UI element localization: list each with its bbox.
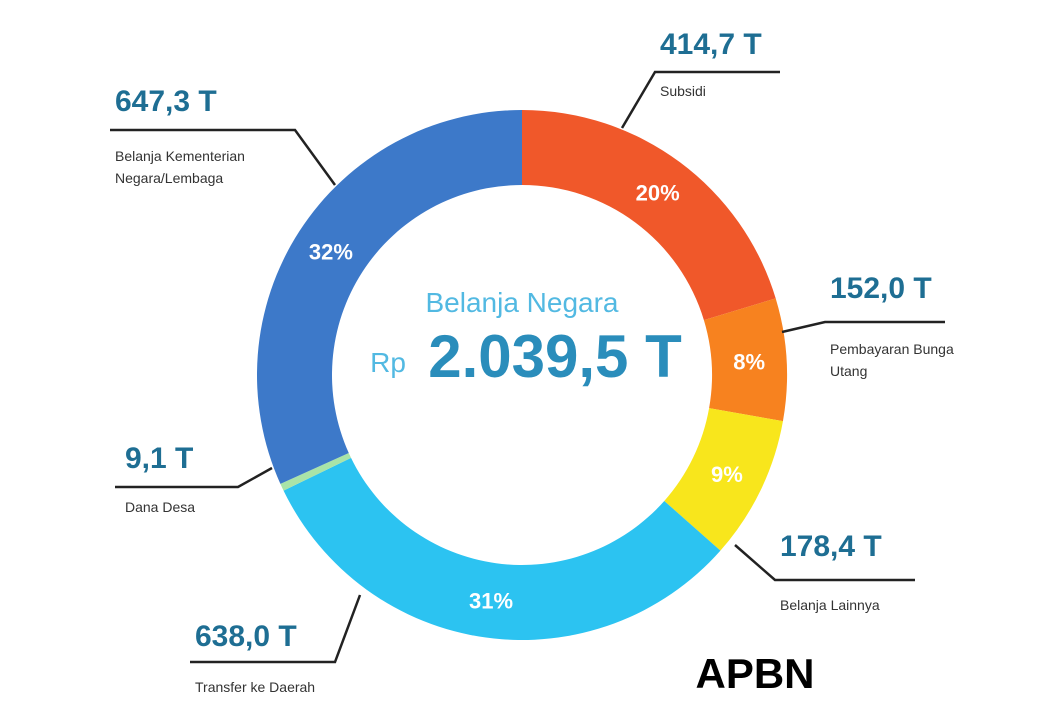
leader-line xyxy=(781,320,945,334)
leader-line xyxy=(115,466,273,489)
center-title: Belanja Negara xyxy=(425,287,618,318)
category-label: Belanja Kementerian Negara/Lembaga xyxy=(115,148,245,186)
category-label: Pembayaran Bunga Utang xyxy=(830,341,954,379)
value-label: 178,4 T xyxy=(780,530,882,563)
leader-line xyxy=(190,594,362,664)
value-label: 638,0 T xyxy=(195,620,297,653)
donut-segment xyxy=(703,298,787,422)
leader-line xyxy=(110,128,337,186)
category-label: Subsidi xyxy=(660,83,706,99)
center-total: 2.039,5 T xyxy=(428,323,682,390)
category-label: Dana Desa xyxy=(125,499,196,515)
leader-line xyxy=(734,544,915,582)
chart-title: APBN xyxy=(695,650,814,697)
donut-segment xyxy=(664,408,783,551)
center-prefix: Rp xyxy=(370,347,406,378)
donut-segment xyxy=(522,110,776,321)
value-label: 414,7 T xyxy=(660,28,762,61)
percent-label: 20% xyxy=(636,180,680,205)
value-label: 152,0 T xyxy=(830,272,932,305)
percent-label: 32% xyxy=(309,240,353,265)
leader-line xyxy=(620,70,780,129)
donut-segment xyxy=(280,453,352,491)
donut-segment xyxy=(283,457,721,641)
value-label: 647,3 T xyxy=(115,85,217,118)
category-label: Belanja Lainnya xyxy=(780,597,880,613)
value-label: 9,1 T xyxy=(125,442,194,475)
percent-label: 8% xyxy=(733,350,765,375)
category-label: Transfer ke Daerah xyxy=(195,679,316,695)
donut-segment xyxy=(257,110,522,484)
percent-label: 31% xyxy=(469,588,513,613)
percent-label: 9% xyxy=(711,462,743,487)
